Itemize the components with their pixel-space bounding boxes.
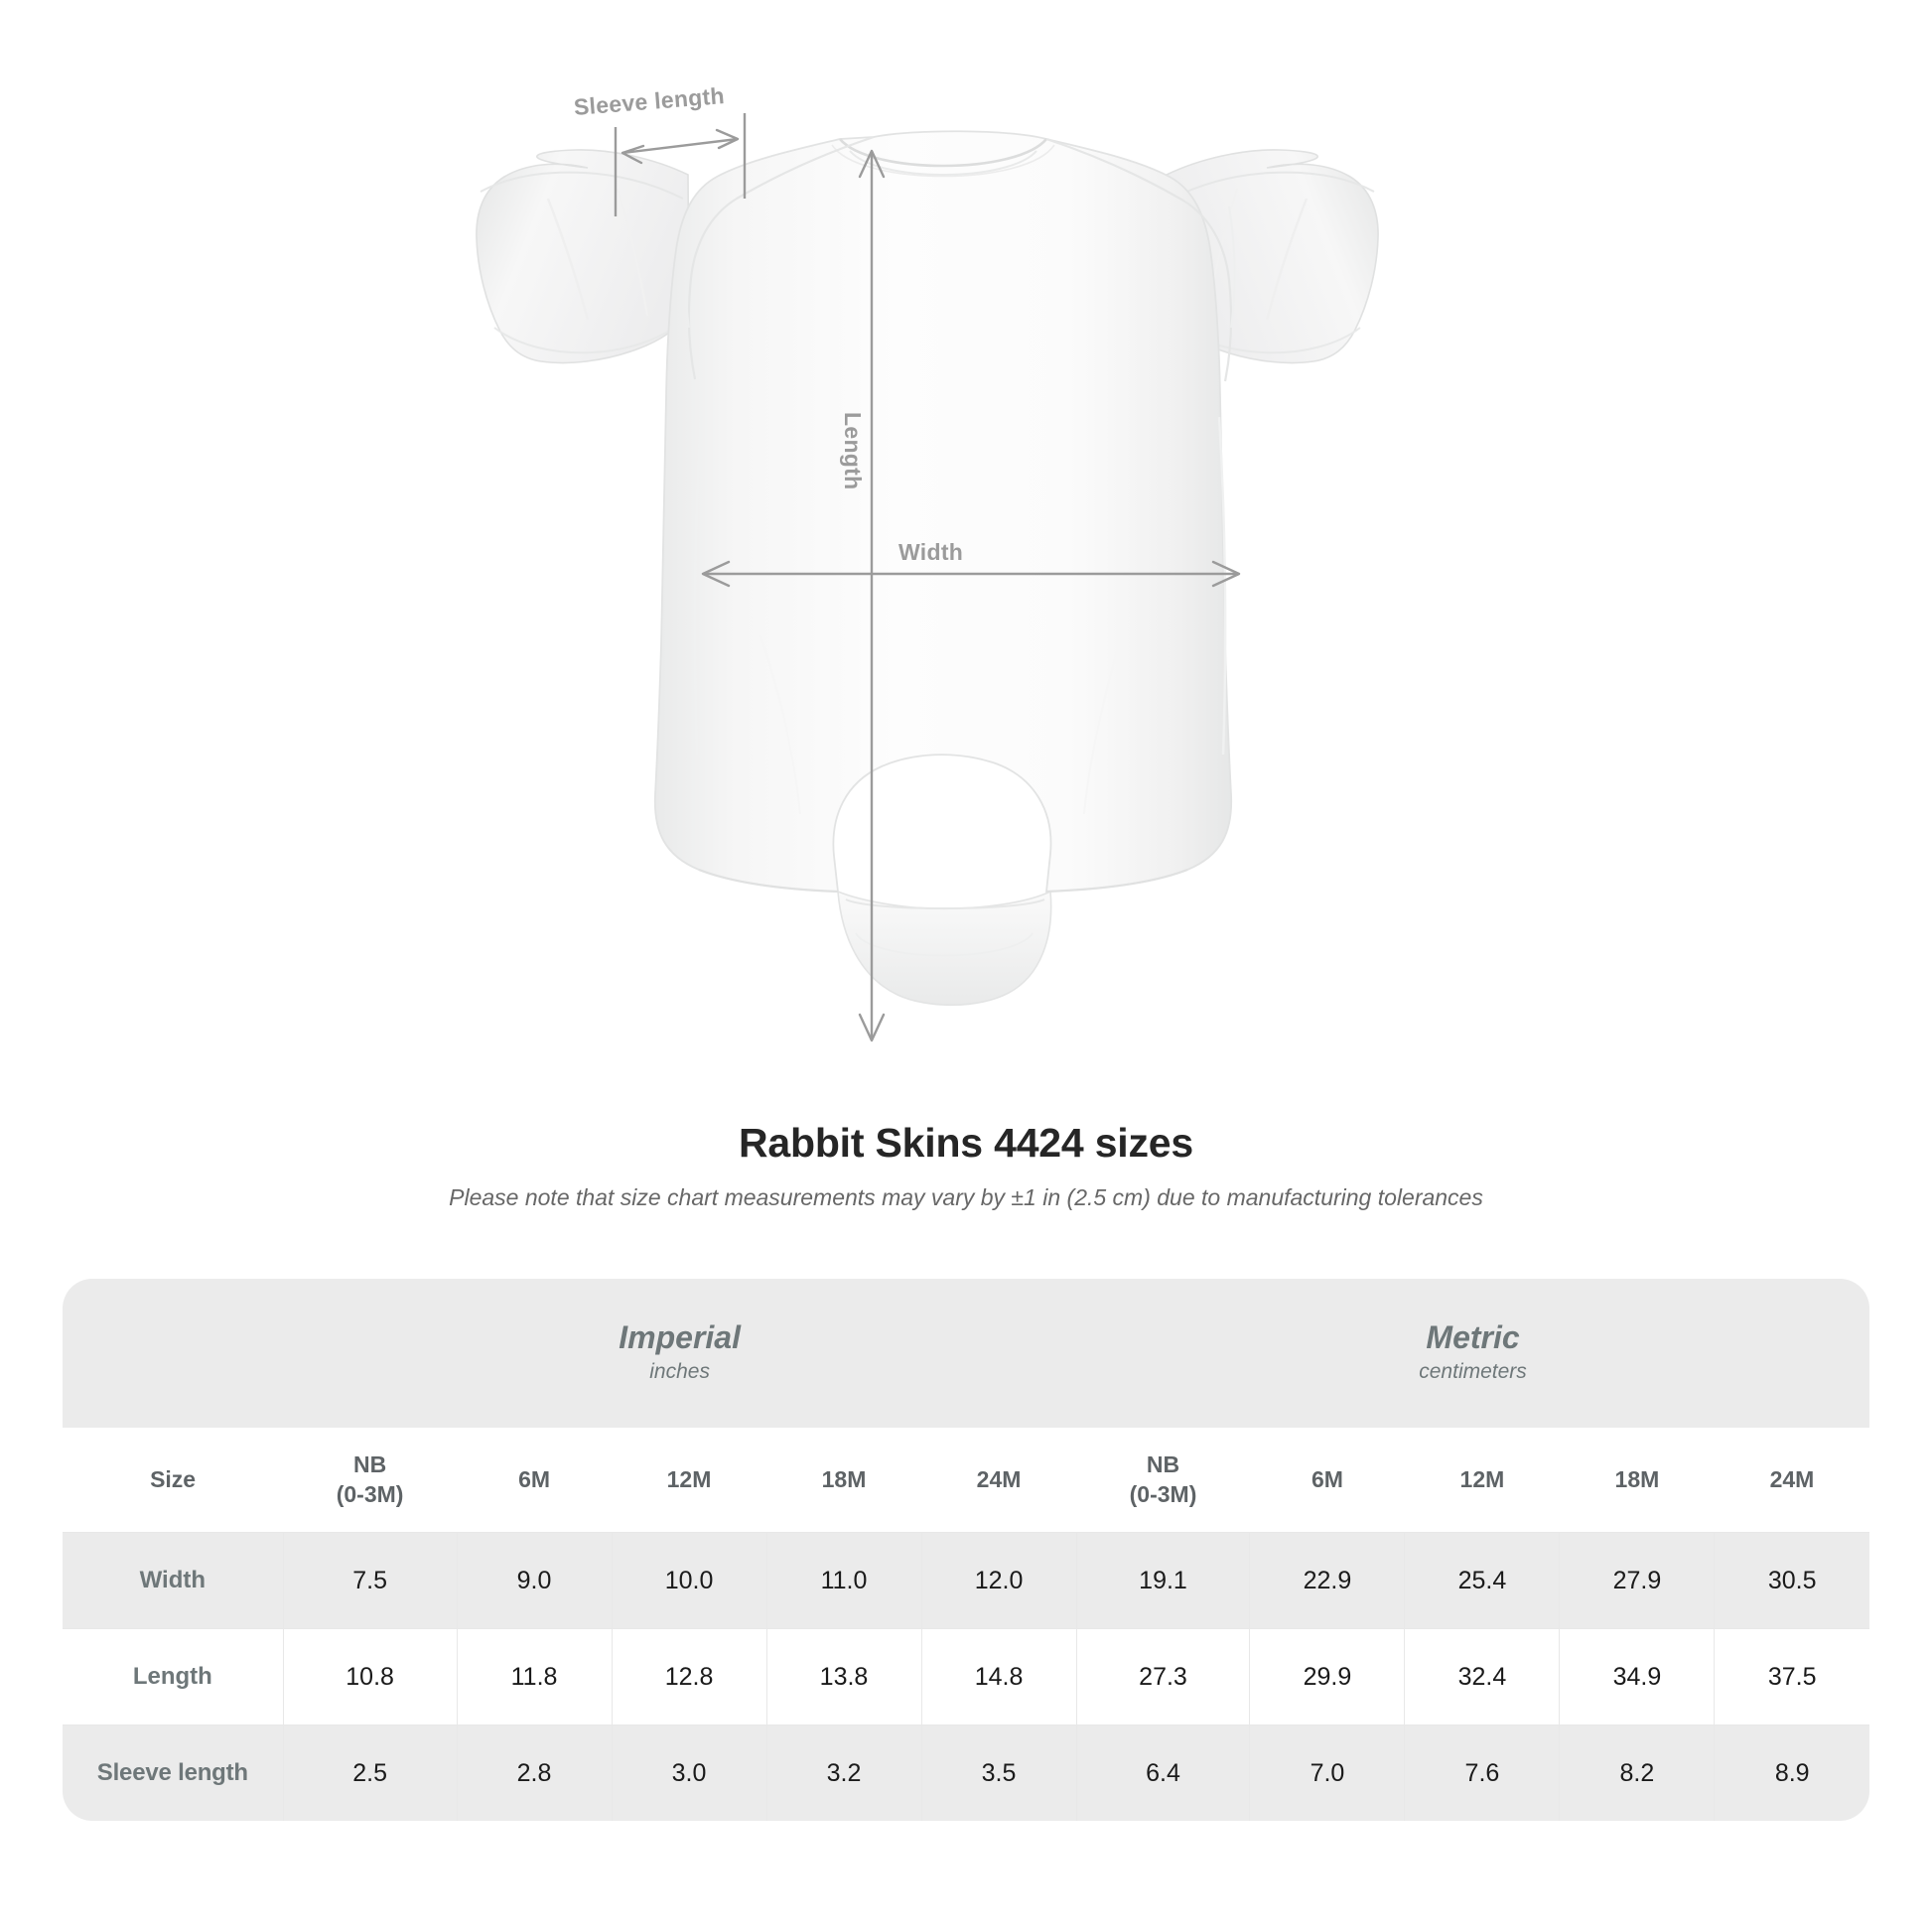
table-row: Width 7.5 9.0 10.0 11.0 12.0 19.1 22.9 2… <box>63 1532 1869 1629</box>
cell-sleeve-metric-24m: 8.9 <box>1714 1725 1869 1821</box>
table-row: Sleeve length 2.5 2.8 3.0 3.2 3.5 6.4 7.… <box>63 1725 1869 1821</box>
cell-sleeve-imperial-6m: 2.8 <box>456 1725 613 1821</box>
page-title: Rabbit Skins 4424 sizes <box>738 1120 1193 1166</box>
column-header-imperial-6m: 6M <box>457 1428 613 1533</box>
column-header-metric-6m: 6M <box>1249 1428 1405 1533</box>
col-sublabel: (0-3M) <box>336 1480 404 1507</box>
cell-sleeve-imperial-nb: 2.5 <box>282 1725 458 1821</box>
column-header-metric-18m: 18M <box>1559 1428 1715 1533</box>
garment-illustration: Sleeve length Width Length <box>476 82 1379 1042</box>
column-header-metric-nb: NB (0-3M) <box>1076 1428 1250 1533</box>
cell-length-imperial-24m: 14.8 <box>920 1628 1077 1725</box>
cell-sleeve-imperial-12m: 3.0 <box>611 1725 767 1821</box>
unit-header-spacer <box>63 1279 284 1428</box>
cell-length-imperial-nb: 10.8 <box>282 1628 458 1725</box>
column-header-row: Size NB (0-3M) 6M 12M 18M 24M NB (0-3M) … <box>63 1428 1869 1533</box>
cell-length-imperial-12m: 12.8 <box>611 1628 767 1725</box>
cell-sleeve-metric-18m: 8.2 <box>1559 1725 1715 1821</box>
cell-sleeve-metric-6m: 7.0 <box>1249 1725 1405 1821</box>
table-row: Length 10.8 11.8 12.8 13.8 14.8 27.3 29.… <box>63 1628 1869 1725</box>
cell-length-metric-12m: 32.4 <box>1404 1628 1560 1725</box>
unit-header-imperial: Imperial inches <box>283 1279 1077 1428</box>
column-header-size: Size <box>63 1428 284 1533</box>
row-label-sleeve-length: Sleeve length <box>63 1725 284 1821</box>
column-header-imperial-24m: 24M <box>921 1428 1077 1533</box>
width-annotation-label: Width <box>898 539 964 565</box>
cell-width-imperial-12m: 10.0 <box>611 1532 767 1629</box>
column-header-imperial-12m: 12M <box>612 1428 767 1533</box>
cell-width-metric-24m: 30.5 <box>1714 1532 1869 1629</box>
row-label-width: Width <box>63 1532 284 1629</box>
col-label: NB <box>352 1451 387 1478</box>
cell-length-metric-nb: 27.3 <box>1075 1628 1250 1725</box>
cell-length-metric-6m: 29.9 <box>1249 1628 1405 1725</box>
imperial-label: Imperial <box>619 1318 741 1355</box>
page-subtitle: Please note that size chart measurements… <box>449 1184 1483 1210</box>
column-header-imperial-18m: 18M <box>766 1428 921 1533</box>
cell-width-imperial-6m: 9.0 <box>456 1532 613 1629</box>
size-chart-table-container: Imperial inches Metric centimeters Size … <box>63 1279 1869 1821</box>
cell-width-imperial-nb: 7.5 <box>282 1532 458 1629</box>
cell-sleeve-imperial-18m: 3.2 <box>765 1725 921 1821</box>
cell-sleeve-metric-12m: 7.6 <box>1404 1725 1560 1821</box>
length-measure <box>858 149 886 1042</box>
width-measure <box>701 560 1241 588</box>
cell-width-metric-nb: 19.1 <box>1075 1532 1250 1629</box>
left-sleeve <box>476 149 690 364</box>
column-header-metric-12m: 12M <box>1404 1428 1560 1533</box>
cell-width-metric-18m: 27.9 <box>1559 1532 1715 1629</box>
cell-length-imperial-18m: 13.8 <box>765 1628 921 1725</box>
size-chart-table: Imperial inches Metric centimeters Size … <box>63 1279 1869 1821</box>
cell-sleeve-metric-nb: 6.4 <box>1075 1725 1250 1821</box>
metric-sublabel: centimeters <box>1419 1359 1527 1383</box>
cell-width-metric-12m: 25.4 <box>1404 1532 1560 1629</box>
sleeve-length-measure <box>614 113 747 216</box>
col-sublabel: (0-3M) <box>1129 1480 1197 1507</box>
unit-header-metric: Metric centimeters <box>1076 1279 1869 1428</box>
title-block: Rabbit Skins 4424 sizes Please note that… <box>0 1120 1932 1211</box>
length-annotation-label: Length <box>840 412 866 490</box>
metric-label: Metric <box>1426 1318 1520 1355</box>
col-label: NB <box>1146 1451 1180 1478</box>
imperial-sublabel: inches <box>649 1359 710 1383</box>
cell-length-metric-24m: 37.5 <box>1714 1628 1869 1725</box>
column-header-metric-24m: 24M <box>1714 1428 1869 1533</box>
column-header-imperial-nb: NB (0-3M) <box>283 1428 458 1533</box>
unit-header-row: Imperial inches Metric centimeters <box>63 1279 1869 1428</box>
cell-sleeve-imperial-24m: 3.5 <box>920 1725 1077 1821</box>
cell-length-metric-18m: 34.9 <box>1559 1628 1715 1725</box>
bodysuit-diagram <box>476 113 1379 1042</box>
row-label-length: Length <box>63 1628 284 1725</box>
bodysuit-body <box>653 130 1236 1007</box>
cell-length-imperial-6m: 11.8 <box>456 1628 613 1725</box>
cell-width-metric-6m: 22.9 <box>1249 1532 1405 1629</box>
cell-width-imperial-24m: 12.0 <box>920 1532 1077 1629</box>
measurement-lines <box>614 113 1241 1042</box>
cell-width-imperial-18m: 11.0 <box>765 1532 921 1629</box>
